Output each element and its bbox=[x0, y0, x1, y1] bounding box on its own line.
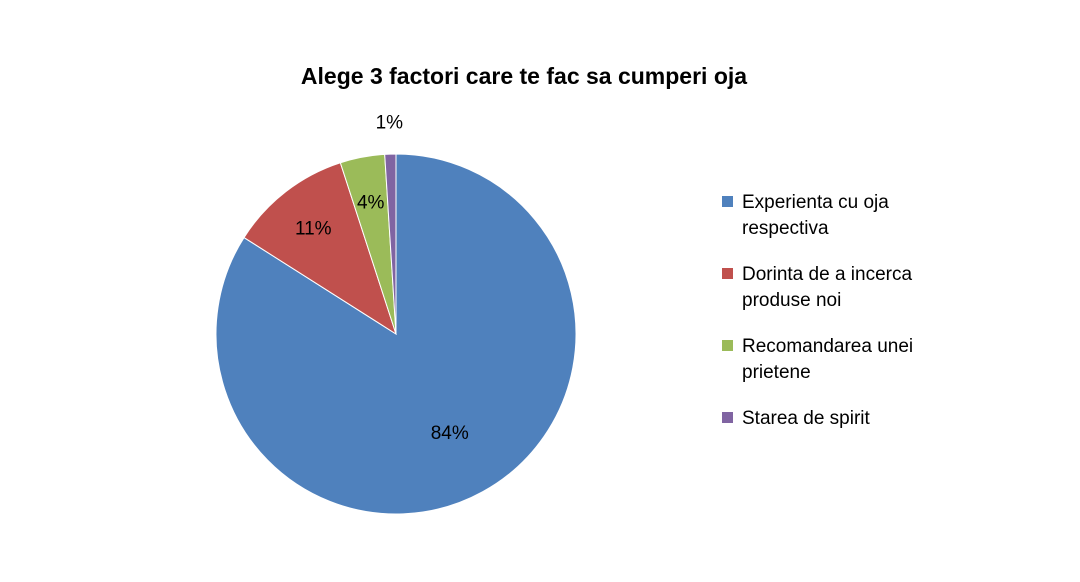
legend-label-dorinta: Dorinta de a incerca produse noi bbox=[742, 264, 912, 311]
legend-label-experienta: Experienta cu oja respectiva bbox=[742, 192, 889, 239]
legend-swatch-starea bbox=[722, 412, 733, 423]
pie-slice-dorinta bbox=[243, 162, 397, 336]
legend-label-starea: Starea de spirit bbox=[742, 408, 871, 429]
data-label-starea: 1% bbox=[376, 113, 404, 134]
pie-data-labels: 84% 11% 4% 1% bbox=[295, 113, 469, 444]
data-label-experienta: 84% bbox=[431, 423, 469, 444]
legend-label-recomandarea: Recomandarea unei prietene bbox=[742, 336, 913, 383]
data-label-recomandarea: 4% bbox=[357, 192, 385, 213]
legend-swatch-experienta bbox=[722, 196, 733, 207]
legend: Experienta cu oja respectiva Dorinta de a … bbox=[722, 192, 913, 429]
legend-swatch-recomandarea bbox=[722, 340, 733, 351]
pie-slice-experienta bbox=[215, 153, 577, 515]
pie-slices bbox=[215, 153, 577, 515]
chart-title: Alege 3 factori care te fac sa cumperi o… bbox=[301, 63, 747, 89]
pie-slice-starea bbox=[384, 153, 397, 335]
legend-swatch-dorinta bbox=[722, 268, 733, 279]
data-label-dorinta: 11% bbox=[295, 218, 332, 239]
